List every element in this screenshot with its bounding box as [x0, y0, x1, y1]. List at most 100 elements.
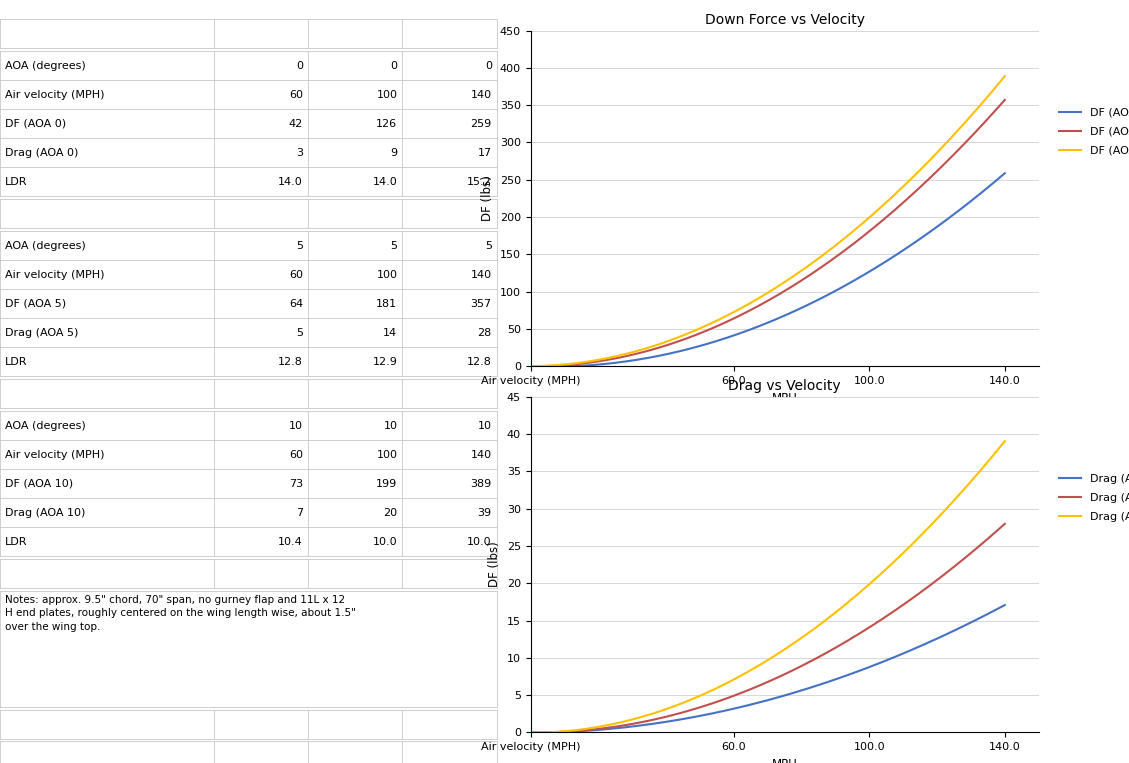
- DF (AOA 10): [780, 275, 794, 285]
- Text: 60: 60: [289, 449, 303, 460]
- DF (AOA 0): [524, 362, 537, 371]
- Y-axis label: DF (lbs): DF (lbs): [488, 542, 501, 588]
- Text: 12.8: 12.8: [467, 356, 492, 367]
- DF (AOA 5): [524, 362, 537, 371]
- Legend: Drag (AOA 0), Drag (AOA 5), Drag (AOA 10): Drag (AOA 0), Drag (AOA 5), Drag (AOA 10…: [1054, 469, 1129, 526]
- Text: 357: 357: [471, 298, 492, 309]
- Drag (AOA 10): [524, 728, 537, 737]
- Drag (AOA 5): [913, 588, 927, 597]
- Drag (AOA 0): [780, 691, 794, 700]
- Text: 389: 389: [471, 478, 492, 489]
- Text: 10.4: 10.4: [278, 536, 303, 547]
- DF (AOA 10): [806, 258, 820, 267]
- Text: 9: 9: [391, 147, 397, 158]
- Text: 199: 199: [376, 478, 397, 489]
- Text: LDR: LDR: [5, 176, 27, 187]
- DF (AOA 5): [752, 301, 765, 311]
- Text: 3: 3: [296, 147, 303, 158]
- Text: 126: 126: [376, 118, 397, 129]
- DF (AOA 10): [998, 72, 1012, 81]
- Line: Drag (AOA 10): Drag (AOA 10): [531, 441, 1005, 732]
- Drag (AOA 10): [912, 533, 926, 542]
- Text: 60: 60: [289, 269, 303, 280]
- Drag (AOA 10): [998, 436, 1012, 446]
- DF (AOA 0): [998, 169, 1012, 178]
- Text: 10.0: 10.0: [373, 536, 397, 547]
- Text: 5: 5: [296, 327, 303, 338]
- DF (AOA 5): [806, 269, 820, 278]
- Text: 17: 17: [478, 147, 492, 158]
- DF (AOA 10): [912, 166, 926, 175]
- Drag (AOA 0): [806, 682, 820, 691]
- Text: 100: 100: [376, 269, 397, 280]
- Drag (AOA 0): [524, 728, 537, 737]
- Drag (AOA 5): [750, 682, 763, 691]
- Text: 60: 60: [289, 89, 303, 100]
- Drag (AOA 0): [998, 600, 1012, 610]
- Text: Air velocity (MPH): Air velocity (MPH): [5, 449, 105, 460]
- Text: DF (AOA 0): DF (AOA 0): [5, 118, 67, 129]
- Text: 10.0: 10.0: [467, 536, 492, 547]
- Drag (AOA 10): [780, 643, 794, 652]
- Text: 100: 100: [376, 89, 397, 100]
- DF (AOA 0): [913, 234, 927, 243]
- DF (AOA 5): [912, 183, 926, 192]
- Title: Drag vs Velocity: Drag vs Velocity: [728, 378, 841, 393]
- Line: Drag (AOA 0): Drag (AOA 0): [531, 605, 1005, 732]
- Text: 73: 73: [289, 478, 303, 489]
- DF (AOA 5): [998, 95, 1012, 105]
- Drag (AOA 0): [752, 698, 765, 707]
- Text: AOA (degrees): AOA (degrees): [5, 240, 86, 251]
- DF (AOA 10): [752, 294, 765, 303]
- DF (AOA 10): [749, 295, 762, 304]
- DF (AOA 0): [753, 321, 767, 330]
- Text: Drag (AOA 0): Drag (AOA 0): [5, 147, 78, 158]
- Line: DF (AOA 10): DF (AOA 10): [531, 76, 1005, 366]
- Drag (AOA 0): [749, 699, 762, 708]
- DF (AOA 0): [750, 323, 763, 332]
- Text: 14: 14: [383, 327, 397, 338]
- Text: 64: 64: [289, 298, 303, 309]
- DF (AOA 5): [749, 303, 762, 312]
- Text: 181: 181: [376, 298, 397, 309]
- Drag (AOA 5): [524, 728, 537, 737]
- Line: DF (AOA 0): DF (AOA 0): [531, 173, 1005, 366]
- Text: 0: 0: [484, 60, 492, 71]
- DF (AOA 0): [988, 178, 1001, 187]
- Text: 10: 10: [289, 420, 303, 431]
- Text: 5: 5: [296, 240, 303, 251]
- Text: AOA (degrees): AOA (degrees): [5, 420, 86, 431]
- Text: 14.0: 14.0: [278, 176, 303, 187]
- Drag (AOA 5): [781, 668, 795, 677]
- Drag (AOA 0): [912, 642, 926, 651]
- Text: 10: 10: [384, 420, 397, 431]
- Text: DF (AOA 10): DF (AOA 10): [5, 478, 73, 489]
- Text: 28: 28: [478, 327, 492, 338]
- Text: 20: 20: [383, 507, 397, 518]
- Text: 10: 10: [478, 420, 492, 431]
- Text: 5: 5: [484, 240, 492, 251]
- Drag (AOA 5): [988, 529, 1001, 538]
- X-axis label: MPH: MPH: [772, 391, 797, 404]
- Drag (AOA 5): [807, 655, 821, 665]
- Drag (AOA 5): [532, 728, 545, 737]
- Drag (AOA 10): [987, 450, 1000, 459]
- Text: 14.0: 14.0: [373, 176, 397, 187]
- DF (AOA 5): [987, 108, 1000, 118]
- Text: Notes: approx. 9.5" chord, 70" span, no gurney flap and 11L x 12
H end plates, r: Notes: approx. 9.5" chord, 70" span, no …: [5, 595, 356, 632]
- DF (AOA 5): [780, 285, 794, 294]
- Drag (AOA 0): [987, 607, 1000, 616]
- DF (AOA 10): [524, 362, 537, 371]
- Text: DF (AOA 5): DF (AOA 5): [5, 298, 67, 309]
- Text: 7: 7: [296, 507, 303, 518]
- Legend: DF (AOA 0), DF (AOA 5), DF (AOA 10): DF (AOA 0), DF (AOA 5), DF (AOA 10): [1054, 103, 1129, 160]
- Text: 140: 140: [471, 89, 492, 100]
- DF (AOA 10): [987, 85, 1000, 95]
- Text: 12.9: 12.9: [373, 356, 397, 367]
- Text: 42: 42: [289, 118, 303, 129]
- Text: 39: 39: [478, 507, 492, 518]
- Text: AOA (degrees): AOA (degrees): [5, 60, 86, 71]
- Text: Drag (AOA 5): Drag (AOA 5): [5, 327, 78, 338]
- Y-axis label: DF (lbs): DF (lbs): [481, 175, 495, 221]
- X-axis label: MPH: MPH: [772, 758, 797, 763]
